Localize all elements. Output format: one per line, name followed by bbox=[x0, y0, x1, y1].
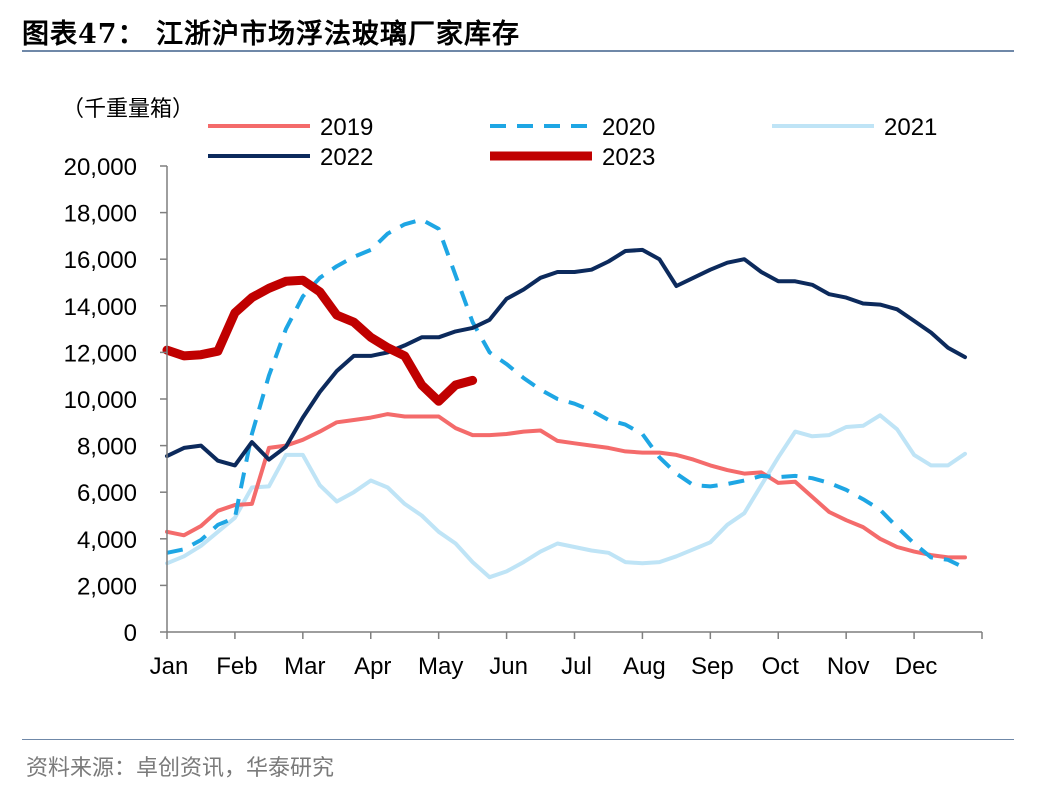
legend-label-2020: 2020 bbox=[602, 114, 655, 141]
x-tick-label-jul: Jul bbox=[561, 653, 592, 680]
series-line-2020 bbox=[166, 217, 966, 570]
y-tick-label: 6,000 bbox=[77, 480, 137, 507]
series-layer bbox=[162, 217, 967, 580]
y-tick-label: 20,000 bbox=[64, 154, 137, 181]
y-tick-label: 14,000 bbox=[64, 294, 137, 321]
series-line-2022 bbox=[165, 247, 967, 468]
x-tick-label-feb: Feb bbox=[216, 653, 257, 680]
x-tick-label-nov: Nov bbox=[827, 653, 870, 680]
legend-label-2023: 2023 bbox=[602, 144, 655, 171]
x-tick-label-jan: Jan bbox=[150, 653, 189, 680]
y-tick-label: 2,000 bbox=[77, 573, 137, 600]
y-tick-label: 8,000 bbox=[77, 434, 137, 461]
x-tick-label-aug: Aug bbox=[623, 653, 666, 680]
series-line-2023 bbox=[162, 275, 478, 406]
y-tick-label: 12,000 bbox=[64, 340, 137, 367]
y-tick-label: 4,000 bbox=[77, 527, 137, 554]
y-unit-label: （千重量箱） bbox=[62, 97, 194, 122]
legend-label-2021: 2021 bbox=[884, 114, 937, 141]
axes: 0 2,000 4,000 6,000 8,000 10,000 12,000 14,000 1… bbox=[64, 154, 983, 680]
figure-title: 图表47： 江浙沪市场浮法玻璃厂家库存 bbox=[22, 19, 520, 50]
series-line-2021 bbox=[165, 413, 967, 580]
x-tick-label-mar: Mar bbox=[284, 653, 325, 680]
y-tick-label: 0 bbox=[124, 620, 137, 647]
x-tick-label-sep: Sep bbox=[691, 653, 734, 680]
legend-label-2022: 2022 bbox=[320, 144, 373, 171]
source-note: 资料来源：卓创资讯，华泰研究 bbox=[26, 756, 335, 781]
legend-label-2019: 2019 bbox=[320, 114, 373, 141]
x-tick-label-apr: Apr bbox=[354, 653, 391, 680]
x-tick-label-oct: Oct bbox=[762, 653, 800, 680]
x-tick-label-dec: Dec bbox=[895, 653, 938, 680]
x-tick-label-jun: Jun bbox=[489, 653, 528, 680]
x-tick-label-may: May bbox=[418, 653, 463, 680]
source-divider bbox=[22, 739, 1014, 740]
y-tick-label: 16,000 bbox=[64, 247, 137, 274]
title-divider bbox=[22, 50, 1014, 52]
legend: 2019 2020 2021 2022 2023 bbox=[208, 114, 937, 171]
y-tick-label: 10,000 bbox=[64, 387, 137, 414]
y-tick-label: 18,000 bbox=[64, 201, 137, 228]
series-line-2019 bbox=[165, 412, 967, 560]
